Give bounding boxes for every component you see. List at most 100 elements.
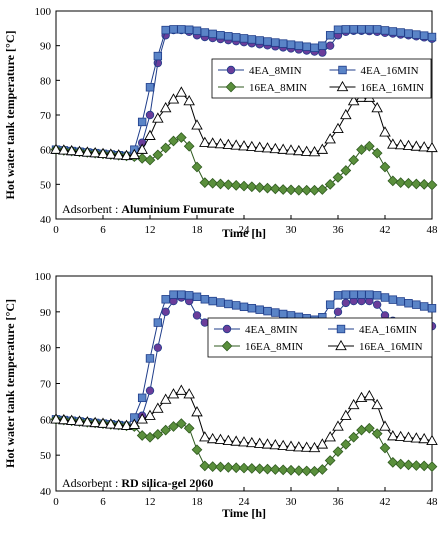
data-point: [387, 138, 399, 149]
y-tick-label: 80: [40, 75, 52, 87]
data-point: [192, 292, 202, 301]
data-point: [355, 391, 368, 402]
x-tick-label: 36: [333, 496, 345, 508]
data-point: [348, 154, 360, 166]
data-point: [371, 147, 383, 159]
data-point: [89, 416, 101, 428]
data-point: [357, 25, 366, 34]
data-point: [363, 422, 375, 434]
data-point: [192, 311, 202, 320]
data-point: [277, 143, 289, 154]
data-point: [412, 300, 421, 309]
data-point: [387, 430, 399, 441]
data-point: [208, 296, 217, 306]
data-point: [120, 419, 133, 430]
legend: 4EA_8MIN 4EA_16MIN 16EA_8MIN 16EA_16MIN: [211, 58, 432, 99]
data-point: [253, 141, 266, 152]
data-point: [231, 33, 241, 42]
y-tick-label: 70: [40, 379, 52, 391]
data-point: [403, 459, 414, 471]
data-point: [136, 152, 148, 164]
legend-label: 16EA_16MIN: [361, 82, 425, 94]
x-tick-label: 42: [380, 224, 391, 236]
data-point: [112, 418, 125, 430]
data-point: [168, 421, 179, 432]
data-point: [316, 438, 329, 449]
data-point: [222, 138, 235, 149]
data-point: [246, 436, 258, 448]
data-point: [332, 122, 344, 134]
legend-marker: [221, 340, 233, 352]
data-point: [387, 456, 399, 468]
data-point: [363, 140, 375, 152]
data-point: [200, 318, 210, 327]
data-point: [214, 138, 227, 149]
data-point: [333, 307, 343, 317]
annotation-name: RD silica-gel 2060: [121, 476, 213, 490]
legend-box: [211, 58, 432, 99]
data-point: [372, 300, 382, 309]
annotation-prefix: Adsorbent :: [62, 202, 121, 216]
data-point: [224, 299, 233, 309]
data-point: [184, 291, 194, 300]
x-tick-label: 12: [145, 224, 156, 236]
data-point: [183, 140, 195, 152]
chart-1: 0 6 12 18 24 30 36 42 48 40 50 60 70 80 90 100 Time [h] H…: [3, 6, 438, 240]
data-point: [285, 184, 297, 196]
legend-box: [207, 317, 433, 358]
y-axis-label: Hot water tank temperature [°C]: [3, 31, 17, 200]
data-point: [152, 429, 164, 440]
data-point: [418, 141, 430, 152]
data-point: [161, 25, 170, 35]
data-point: [341, 298, 351, 308]
data-point: [349, 25, 358, 34]
data-point: [207, 177, 219, 189]
data-point: [372, 291, 382, 300]
data-point: [318, 41, 327, 50]
x-tick-label: 24: [239, 224, 251, 236]
data-point: [371, 428, 383, 440]
data-point: [159, 101, 172, 113]
y-tick-label: 100: [35, 6, 52, 18]
data-point: [184, 25, 194, 34]
data-point: [183, 388, 195, 399]
adsorbent-annotation: Adsorbent : Aluminium Fumurate: [62, 202, 235, 216]
data-point: [144, 431, 156, 443]
data-point: [137, 117, 147, 127]
data-point: [105, 418, 117, 429]
adsorbent-annotation: Adsorbent : RD silica-gel 2060: [62, 476, 213, 490]
data-point: [341, 25, 351, 34]
legend-label: 16EA_8MIN: [249, 82, 307, 94]
x-tick-label: 12: [145, 496, 156, 508]
data-point: [145, 110, 155, 120]
data-point: [169, 25, 178, 34]
data-point: [175, 384, 188, 395]
x-tick-label: 30: [286, 496, 298, 508]
annotation-prefix: Adsorbent :: [62, 476, 121, 490]
data-point: [394, 430, 407, 442]
data-point: [261, 438, 274, 449]
legend-marker: [336, 80, 349, 92]
data-point: [97, 417, 109, 428]
data-point: [379, 161, 391, 173]
data-point: [128, 418, 141, 429]
y-tick-label: 50: [40, 450, 52, 462]
x-tick-label: 18: [192, 496, 204, 508]
data-point: [271, 308, 280, 317]
legend-marker: [338, 65, 347, 75]
data-point: [418, 460, 430, 472]
data-point: [347, 398, 360, 410]
data-point: [419, 302, 429, 311]
data-point: [97, 147, 109, 158]
data-point: [247, 35, 257, 44]
data-point: [177, 290, 186, 299]
data-point: [199, 460, 211, 472]
data-point: [349, 290, 358, 299]
annotation-name: Aluminium Fumurate: [121, 202, 235, 216]
data-point: [255, 36, 264, 45]
data-point: [379, 126, 391, 137]
data-point: [310, 43, 319, 52]
data-point: [191, 119, 203, 130]
data-point: [418, 432, 430, 444]
data-point: [224, 32, 233, 41]
